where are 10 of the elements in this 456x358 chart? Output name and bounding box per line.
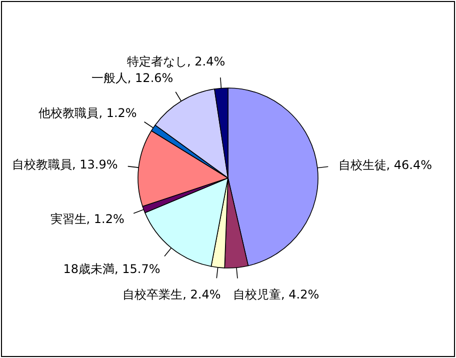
slice-label: 18歳未満, 15.7%	[63, 262, 160, 276]
slice-label: 実習生, 1.2%	[50, 212, 124, 226]
slice-label: 特定者なし, 2.4%	[127, 54, 226, 68]
slice-label: 自校生徒, 46.4%	[338, 158, 432, 172]
slice-label: 自校教職員, 13.9%	[12, 157, 118, 172]
pie-slice	[154, 88, 228, 178]
slice-label: 他校教職員, 1.2%	[38, 106, 137, 120]
slice-label: 自校卒業生, 2.4%	[122, 287, 221, 302]
slice-label: 自校児童, 4.2%	[233, 287, 320, 302]
slice-label: 一般人, 12.6%	[91, 71, 174, 86]
